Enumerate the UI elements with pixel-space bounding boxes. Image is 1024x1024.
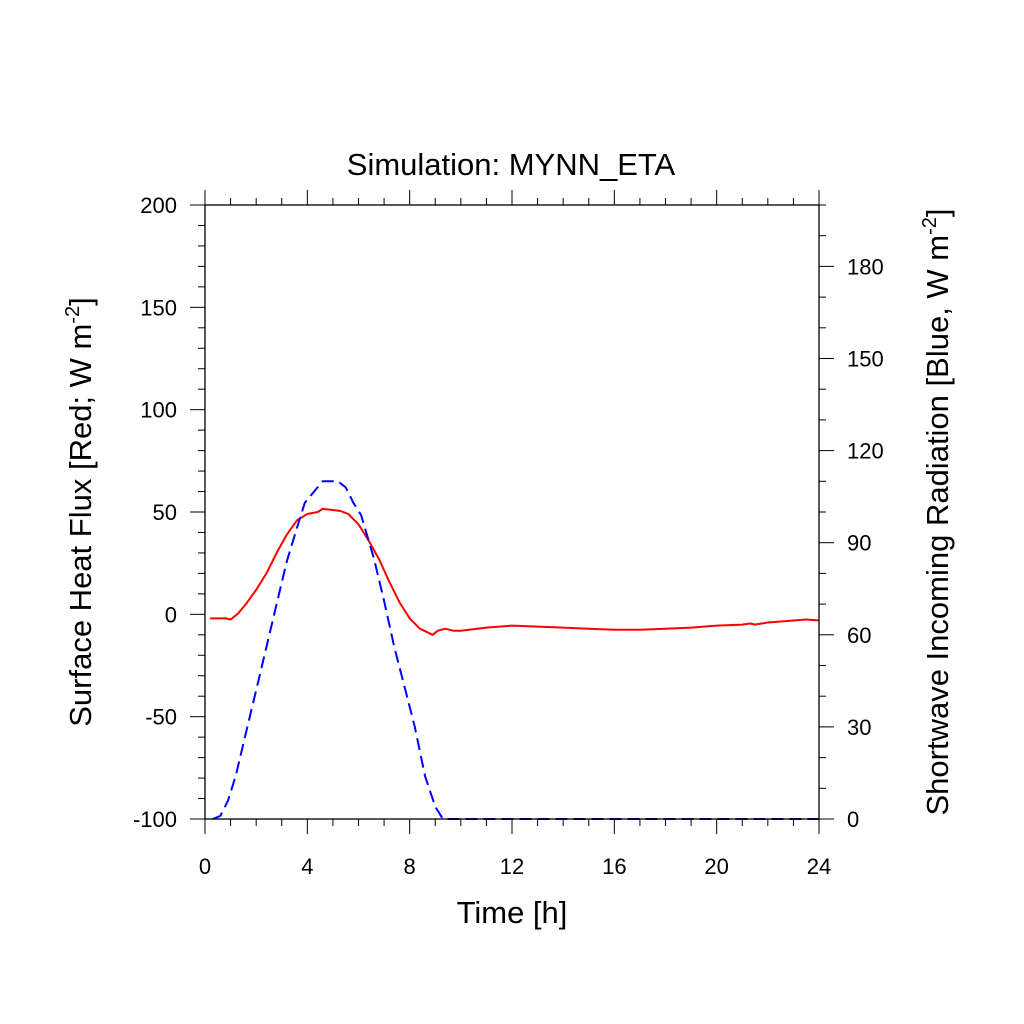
chart-title: Simulation: MYNN_ETA <box>347 147 676 182</box>
y-right-tick-labels: 0 30 60 90 120 150 180 <box>847 254 884 832</box>
x-axis-label: Time [h] <box>457 895 568 930</box>
x-tick-label: 16 <box>602 854 626 879</box>
y-right-tick-label: 180 <box>847 254 884 279</box>
y-right-tick-label: 90 <box>847 531 871 556</box>
y-right-tick-label: 150 <box>847 347 884 372</box>
y-right-axis-label: Shortwave Incoming Radiation [Blue, W m-… <box>919 208 955 815</box>
y-left-tick-label: -50 <box>145 705 177 730</box>
surface-heat-flux-line <box>210 507 820 636</box>
x-tick-label: 12 <box>500 854 524 879</box>
x-tick-label: 4 <box>301 854 313 879</box>
y-left-axis-label-main: Surface Heat Flux [Red; W m <box>63 324 98 727</box>
y-left-axis-label: Surface Heat Flux [Red; W m-2] <box>62 297 98 727</box>
y-right-tick-label: 120 <box>847 439 884 464</box>
x-tick-label: 24 <box>807 854 831 879</box>
y-left-tick-label: 100 <box>140 398 177 423</box>
y-right-axis-label-sup: -2 <box>919 217 941 235</box>
x-tick-label: 0 <box>199 854 211 879</box>
series-layer <box>210 480 820 820</box>
y-left-tick-labels: -100 -50 0 50 100 150 200 <box>133 193 177 832</box>
plot-frame <box>204 204 820 820</box>
y-left-tick-label: -100 <box>133 807 177 832</box>
y-right-axis-label-end: ] <box>920 208 955 217</box>
y-left-axis-label-sup: -2 <box>62 306 84 324</box>
y-left-tick-label: 50 <box>153 500 177 525</box>
y-right-tick-label: 30 <box>847 715 871 740</box>
x-tick-label: 20 <box>704 854 728 879</box>
y-left-tick-label: 0 <box>165 602 177 627</box>
y-left-axis-label-end: ] <box>63 297 98 306</box>
y-right-axis-label-main: Shortwave Incoming Radiation [Blue, W m <box>920 235 955 816</box>
y-left-tick-label: 200 <box>140 193 177 218</box>
y-right-tick-label: 0 <box>847 807 859 832</box>
y-left-tick-label: 150 <box>140 295 177 320</box>
x-tick-labels: 0 4 8 12 16 20 24 <box>199 854 831 879</box>
y-right-tick-label: 60 <box>847 623 871 648</box>
x-tick-label: 8 <box>404 854 416 879</box>
tick-marks <box>190 190 834 834</box>
shortwave-radiation-line <box>212 480 819 820</box>
